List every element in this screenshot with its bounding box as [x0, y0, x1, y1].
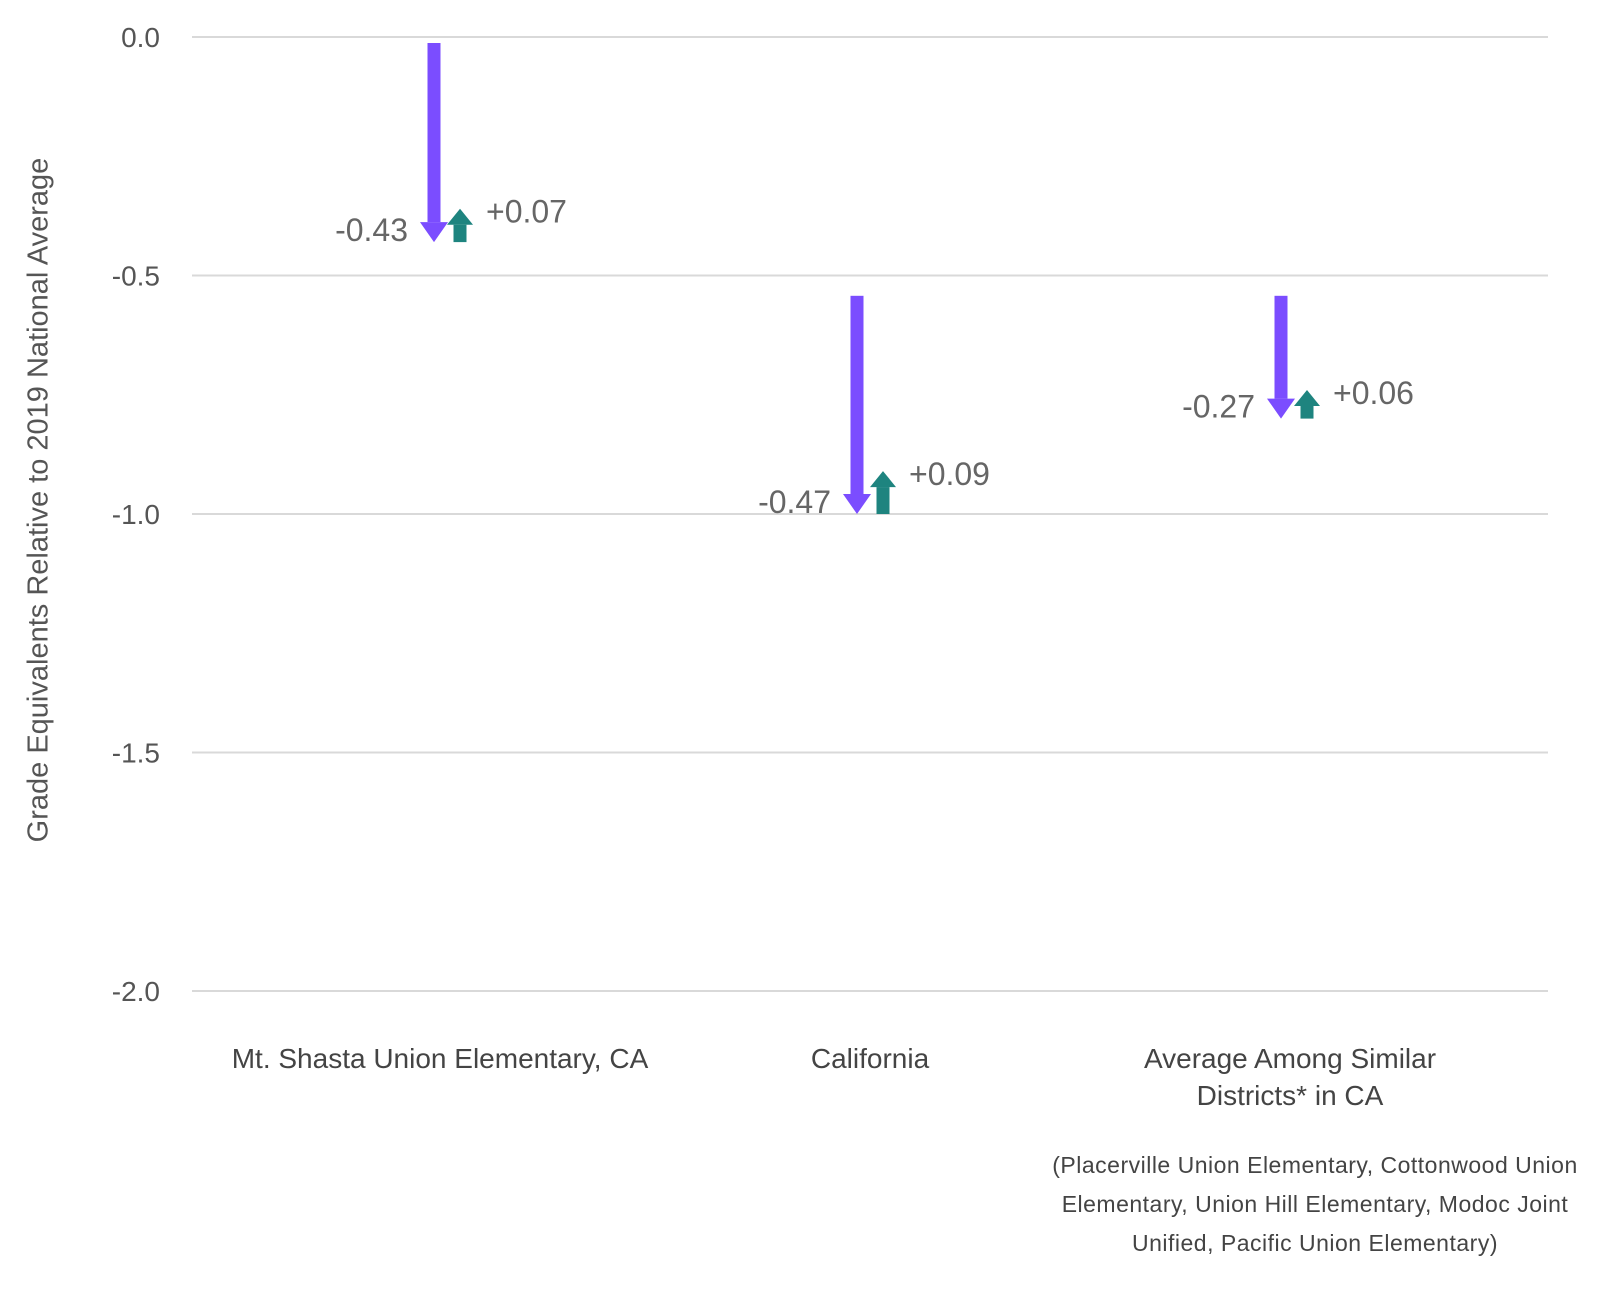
decline-value-label: -0.43 [335, 212, 408, 248]
recovery-arrow-shaft [453, 224, 467, 243]
decline-value-label: -0.27 [1182, 389, 1255, 425]
similar-districts-note: (Placerville Union Elementary, Cottonwoo… [1052, 1152, 1578, 1256]
recovery-arrow-head [447, 208, 473, 225]
recovery-arrow-shaft [876, 487, 890, 514]
y-axis-label-wrap: Grade Equivalents Relative to 2019 Natio… [15, 50, 63, 950]
y-tick-label: -1.5 [112, 738, 160, 769]
recovery-arrow-head [870, 471, 896, 488]
y-tick-label: -0.5 [112, 261, 160, 292]
recovery-value-label: +0.07 [486, 194, 567, 230]
decline-arrow-shaft [1274, 295, 1288, 399]
y-tick-labels: 0.0 -0.5 -1.0 -1.5 -2.0 [112, 22, 160, 1007]
chart-marks: -0.43 +0.07 -0.47 +0.09 -0.27 +0.06 [335, 43, 1414, 520]
gridlines [192, 36, 1548, 992]
y-axis-label: Grade Equivalents Relative to 2019 Natio… [22, 157, 55, 843]
decline-arrow-head [1267, 398, 1295, 419]
recovery-value-label: +0.09 [909, 456, 990, 492]
recovery-arrow-shaft [1300, 405, 1314, 419]
category-label-2: California [810, 1043, 930, 1074]
decline-arrow-head [420, 222, 448, 243]
y-tick-label: -2.0 [112, 976, 160, 1007]
y-tick-label: 0.0 [121, 22, 160, 53]
recovery-arrow-head [1294, 389, 1320, 406]
recovery-value-label: +0.06 [1333, 375, 1414, 411]
decline-arrow-head [843, 494, 871, 514]
decline-arrow-shaft [850, 295, 864, 494]
y-tick-label: -1.0 [112, 499, 160, 530]
category-label-1: Mt. Shasta Union Elementary, CA [231, 1043, 649, 1074]
decline-arrow-shaft [427, 43, 441, 223]
category-label-3: Average Among Similar Districts* in CA [1143, 1043, 1437, 1111]
decline-value-label: -0.47 [758, 484, 831, 520]
